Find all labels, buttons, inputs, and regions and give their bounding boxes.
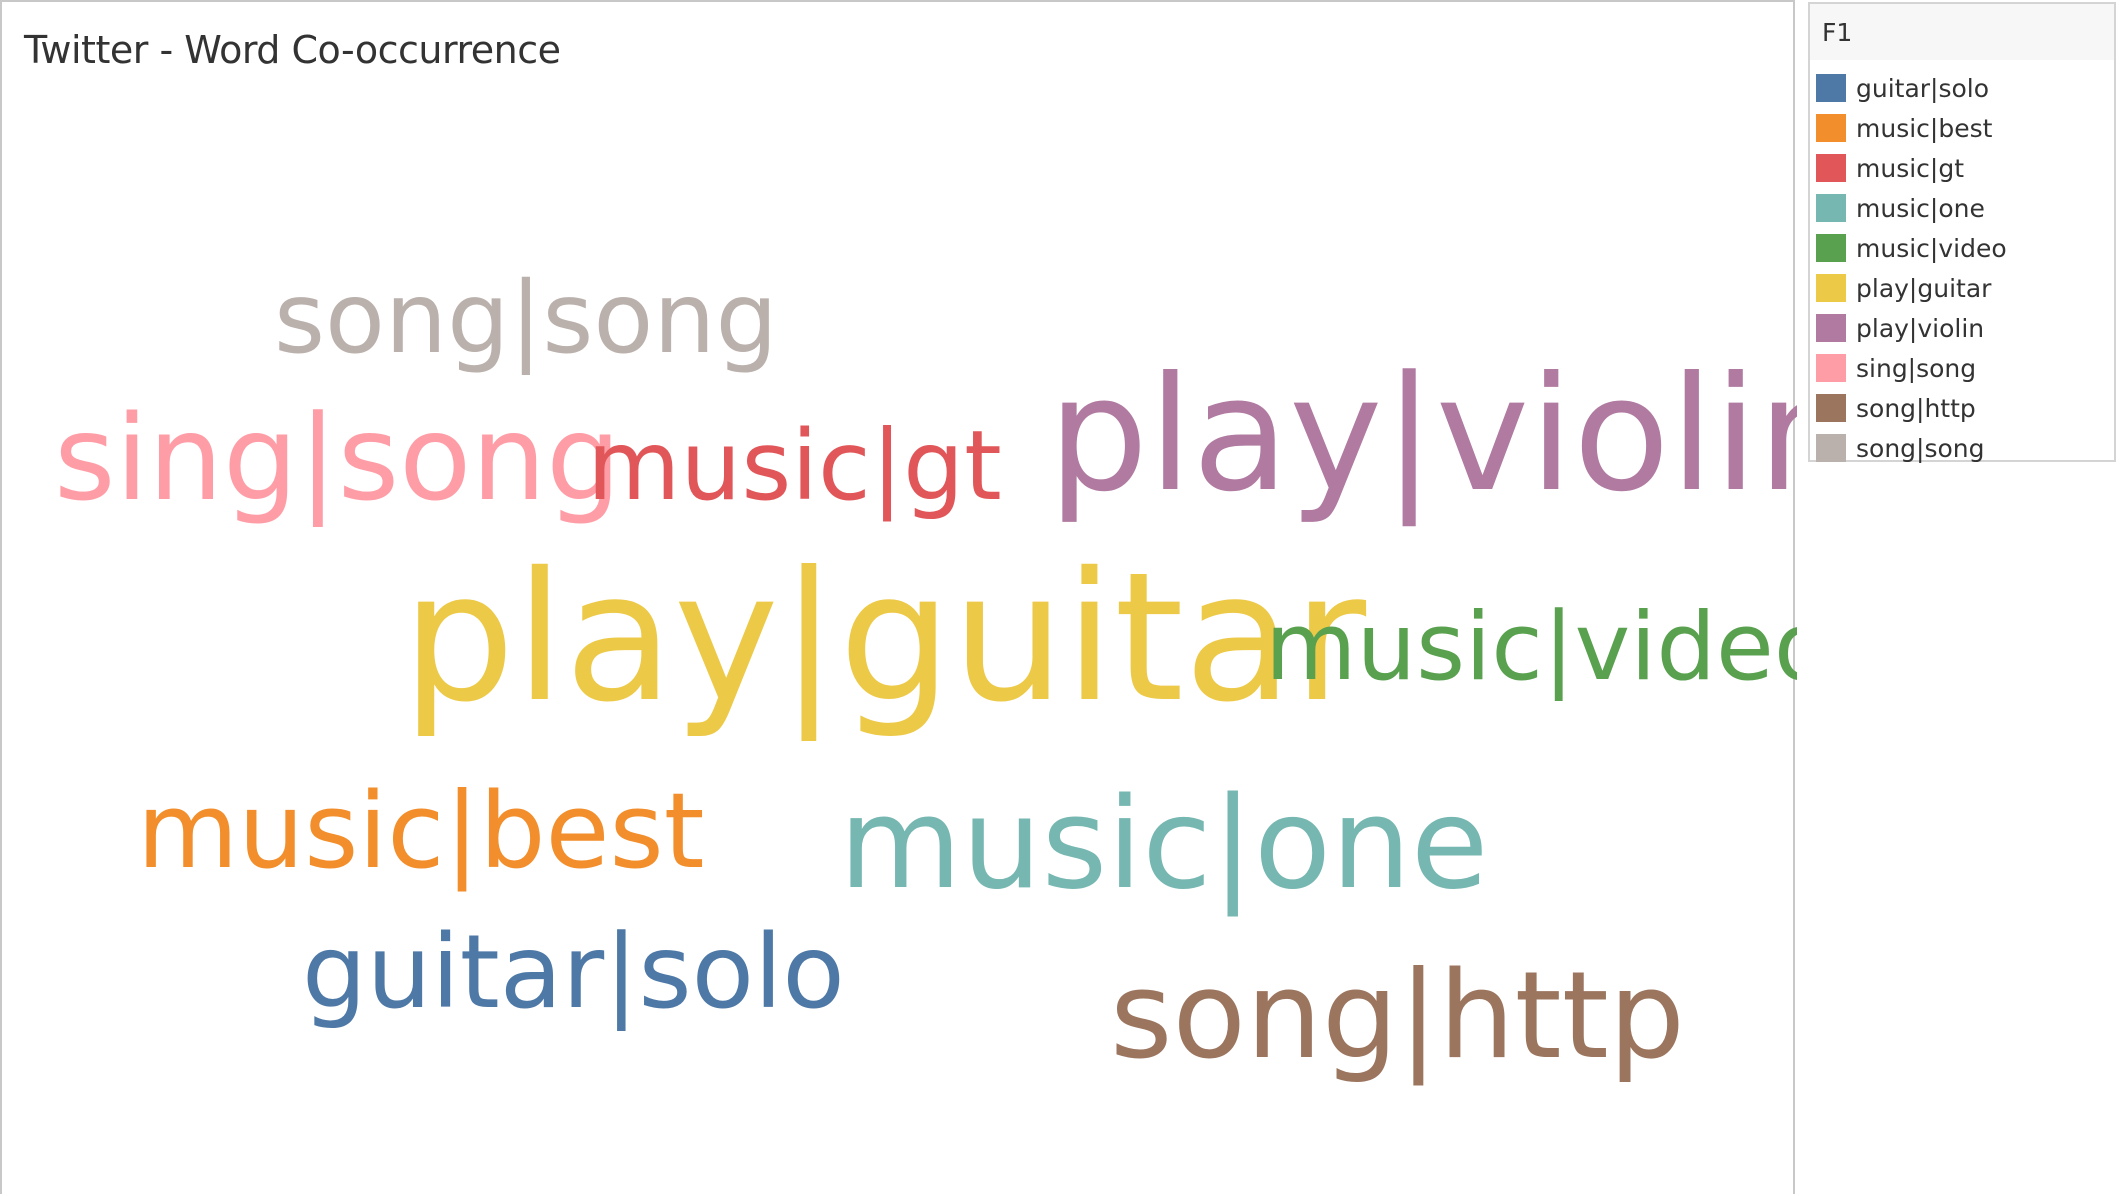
legend-swatch xyxy=(1816,354,1846,382)
word-song-song[interactable]: song|song xyxy=(274,262,778,376)
legend-item[interactable]: guitar|solo xyxy=(1810,68,2114,108)
word-guitar-solo[interactable]: guitar|solo xyxy=(302,913,845,1032)
legend-item[interactable]: music|gt xyxy=(1810,148,2114,188)
legend-swatch xyxy=(1816,114,1846,142)
legend-swatch xyxy=(1816,274,1846,302)
legend-swatch xyxy=(1816,194,1846,222)
legend-label: music|gt xyxy=(1856,153,1965,183)
legend-label: guitar|solo xyxy=(1856,73,1990,103)
chart-title: Twitter - Word Co-occurrence xyxy=(24,28,561,72)
word-cloud: song|song sing|song music|gt play|violin pla… xyxy=(2,2,1797,1196)
legend-label: sing|song xyxy=(1856,353,1977,383)
legend-swatch xyxy=(1816,74,1846,102)
legend-label: play|guitar xyxy=(1856,273,1992,303)
legend-swatch xyxy=(1816,394,1846,422)
legend-label: song|song xyxy=(1856,433,1985,463)
word-music-one[interactable]: music|one xyxy=(839,770,1488,917)
legend-header: F1 xyxy=(1810,4,2114,60)
legend-item[interactable]: play|guitar xyxy=(1810,268,2114,308)
word-sing-song[interactable]: sing|song xyxy=(54,389,621,527)
word-song-http[interactable]: song|http xyxy=(1110,947,1685,1086)
legend: F1 guitar|solo music|best music|gt music|on… xyxy=(1808,2,2116,463)
legend-swatch xyxy=(1816,314,1846,342)
word-music-best[interactable]: music|best xyxy=(137,770,704,892)
legend-swatch xyxy=(1816,434,1846,462)
legend-label: song|http xyxy=(1856,393,1976,423)
legend-item[interactable]: music|one xyxy=(1810,188,2114,228)
legend-item[interactable]: song|http xyxy=(1810,388,2114,428)
legend-items: guitar|solo music|best music|gt music|one mu… xyxy=(1810,68,2114,468)
legend-title: F1 xyxy=(1822,18,1853,47)
legend-item[interactable]: song|song xyxy=(1810,428,2114,468)
legend-label: music|video xyxy=(1856,233,2007,263)
legend-swatch xyxy=(1816,234,1846,262)
legend-label: music|best xyxy=(1856,113,1993,143)
legend-item[interactable]: sing|song xyxy=(1810,348,2114,388)
word-play-violin[interactable]: play|violin xyxy=(1048,343,1797,527)
viz-panel: Twitter - Word Co-occurrence song|song si… xyxy=(0,0,1797,1196)
legend-label: music|one xyxy=(1856,193,1985,223)
legend-item[interactable]: music|video xyxy=(1810,228,2114,268)
word-music-video[interactable]: music|video xyxy=(1265,593,1797,702)
word-play-guitar[interactable]: play|guitar xyxy=(402,534,1367,741)
legend-swatch xyxy=(1816,154,1846,182)
legend-item[interactable]: music|best xyxy=(1810,108,2114,148)
legend-item[interactable]: play|violin xyxy=(1810,308,2114,348)
legend-label: play|violin xyxy=(1856,313,1985,343)
word-music-gt[interactable]: music|gt xyxy=(587,410,1002,523)
